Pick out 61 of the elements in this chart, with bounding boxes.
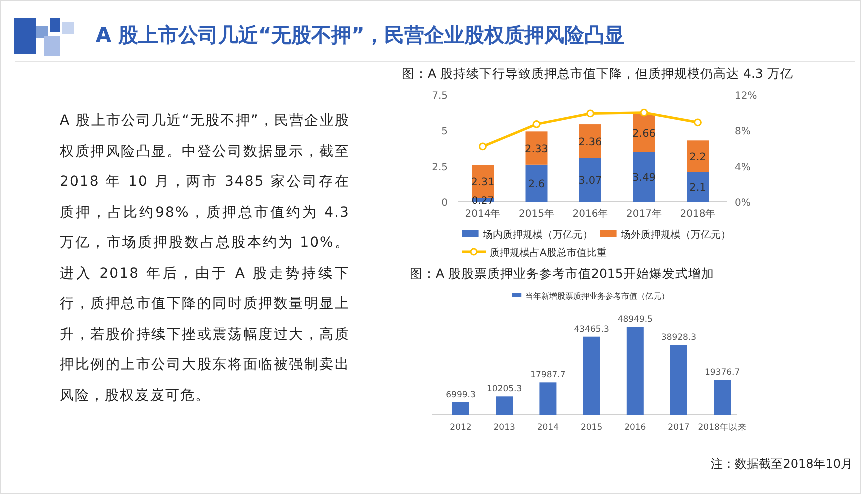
data-label: 2.66	[632, 128, 656, 140]
data-label: 10205.3	[487, 384, 522, 395]
point	[586, 110, 594, 118]
chart-title: 图：A 股持续下行导致质押总市值下降，但质押规模仍高达 4.3 万亿	[402, 66, 794, 81]
bar	[496, 396, 514, 415]
bar	[452, 402, 470, 415]
data-label: 2.2	[690, 151, 706, 164]
bar	[670, 345, 688, 415]
data-label: 2.36	[578, 136, 603, 148]
legend-label: 场内质押规模（万亿元）	[482, 229, 593, 241]
x-tick-label: 2018年	[680, 208, 716, 220]
data-label: 6999.3	[446, 390, 476, 400]
point	[532, 120, 541, 128]
text: A 股上市公司几近“无股不押”，民营企业股权质押风险凸显	[96, 22, 625, 49]
data-label: 48949.5	[618, 315, 653, 325]
data-label: 3.07	[578, 175, 602, 188]
y-tick-label: 0	[442, 198, 448, 209]
x-tick-label: 2012	[450, 423, 472, 433]
x-tick-label: 2018年以来	[698, 422, 747, 433]
data-label: 43465.3	[574, 324, 610, 335]
point	[694, 118, 702, 127]
point	[640, 108, 648, 117]
y-tick-label: 5	[442, 126, 448, 138]
legend-label: 当年新增股票质押业务参考市值（亿元）	[526, 292, 670, 301]
bar	[580, 158, 602, 202]
bar	[540, 382, 557, 415]
bar	[687, 140, 709, 172]
x-tick-label: 2014年	[465, 208, 501, 220]
data-label: 2.6	[528, 178, 546, 190]
bar	[687, 172, 709, 202]
text: A 股上市公司几近“无股不押”，民营企业股权质押风险凸显。中登公司数据显示，截至 2018 年 10 月，两市 3485 家公司存在质押，占比约98%，质押总市值约为 4.3 万亿，市场质押股数占总股本约为 10%。进入 2018 年后，由于 A 股走势持续下行，质押总市值下降的同时质押数量明显上升，若股价持续下挫或震荡幅度过大，高质押比例的上市公司大股东将面临被强制卖出风险，股权岌岌可危。	[60, 113, 350, 404]
data-label: 2.33	[525, 143, 548, 156]
x-tick-label: 2013	[494, 423, 516, 433]
data-label: 38928.3	[661, 333, 697, 344]
bar	[583, 336, 600, 415]
bar	[714, 380, 732, 415]
data-label: 19376.7	[705, 368, 740, 378]
data-label: 2.1	[690, 182, 706, 194]
point	[479, 142, 487, 151]
bar	[526, 132, 548, 165]
x-tick-label: 2015年	[519, 208, 554, 220]
y2-tick-label: 12%	[735, 91, 758, 102]
data-label: 2.31	[471, 176, 495, 189]
y2-tick-label: 4%	[735, 162, 751, 174]
x-tick-label: 2014	[537, 423, 560, 433]
chart-title: 图：A 股股票质押业务参考市值2015开始爆发式增加	[410, 266, 714, 281]
y-tick-label: 2.5	[432, 162, 448, 174]
data-label: 17987.7	[530, 370, 566, 381]
x-tick-label: 2016	[624, 423, 646, 433]
x-tick-label: 2015	[580, 423, 603, 433]
legend-label: 场外质押规模（万亿元）	[620, 229, 731, 241]
x-tick-label: 2016年	[572, 208, 608, 220]
y2-tick-label: 0%	[735, 198, 751, 209]
bar	[626, 327, 644, 415]
bar	[526, 164, 548, 202]
x-tick-label: 2017年	[626, 208, 662, 220]
y2-tick-label: 8%	[735, 126, 751, 138]
x-tick-label: 2017	[668, 423, 690, 433]
y-tick-label: 7.5	[432, 91, 448, 102]
text: 注：数据截至2018年10月	[711, 457, 853, 471]
legend-label: 质押规模占A股总市值比重	[490, 247, 607, 259]
